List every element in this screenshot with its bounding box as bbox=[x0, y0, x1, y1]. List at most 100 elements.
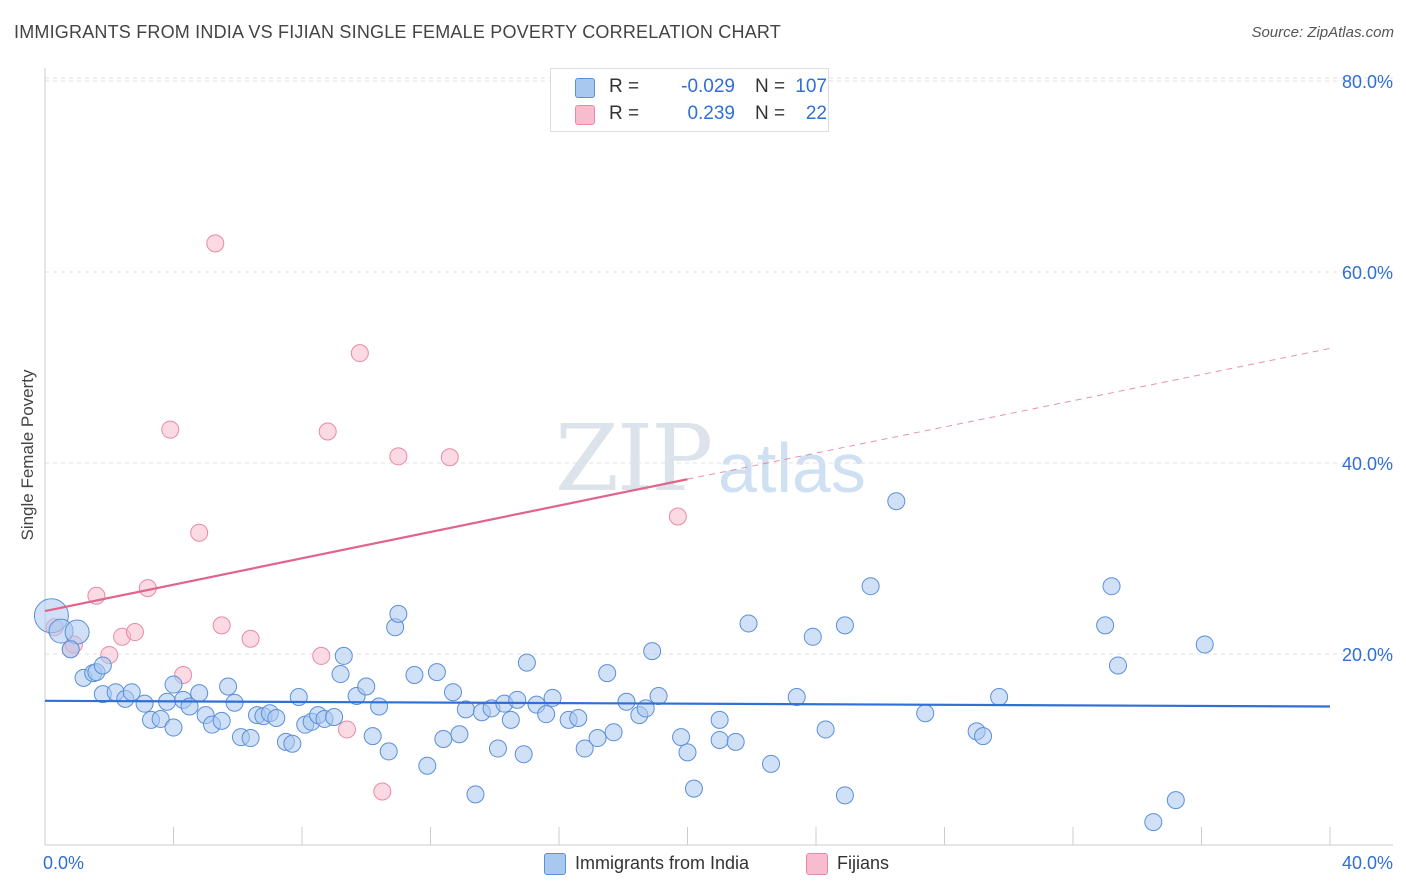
india-point bbox=[643, 642, 662, 661]
india-point bbox=[1195, 635, 1214, 654]
fijian-point bbox=[190, 523, 209, 542]
india-point bbox=[835, 786, 854, 805]
india-point bbox=[501, 710, 520, 729]
india-point bbox=[283, 734, 302, 753]
india-point bbox=[672, 728, 691, 747]
india-point bbox=[151, 709, 170, 728]
india-point bbox=[803, 627, 822, 646]
fijian-point bbox=[389, 447, 408, 466]
india-point bbox=[212, 711, 231, 730]
india-point bbox=[427, 663, 446, 682]
legend-label-india: Immigrants from India bbox=[575, 853, 750, 873]
india-point bbox=[514, 745, 533, 764]
y-axis-label: Single Female Poverty bbox=[18, 369, 37, 541]
india-point bbox=[537, 705, 556, 724]
chart-title: IMMIGRANTS FROM INDIA VS FIJIAN SINGLE F… bbox=[14, 22, 781, 42]
india-point bbox=[450, 725, 469, 744]
india-point bbox=[710, 710, 729, 729]
y-tick-label: 60.0% bbox=[1342, 263, 1393, 283]
fijian-point bbox=[125, 623, 144, 642]
india-point bbox=[331, 665, 350, 684]
india-point bbox=[64, 619, 90, 645]
india-point bbox=[267, 708, 286, 727]
india-point bbox=[517, 653, 536, 672]
fijian-point bbox=[206, 234, 225, 253]
legend-r-label: R = bbox=[609, 76, 640, 97]
fijian-point bbox=[241, 629, 260, 648]
trend-lines bbox=[44, 347, 1331, 708]
india-point bbox=[684, 779, 703, 798]
india-point bbox=[405, 666, 424, 685]
india-point bbox=[678, 743, 697, 762]
fijian-point bbox=[312, 646, 331, 665]
legend-n-value: 22 bbox=[805, 103, 827, 124]
india-point bbox=[325, 708, 344, 727]
correlation-legend: R = -0.029 N = 107 R = 0.239 N = 22 bbox=[550, 68, 829, 132]
india-point bbox=[835, 616, 854, 635]
fijian-point bbox=[337, 720, 356, 739]
india-point bbox=[61, 640, 80, 659]
tick-labels: 20.0% 40.0% 60.0% 80.0% 0.0% 40.0% bbox=[43, 72, 1393, 873]
source-label: Source: ZipAtlas.com bbox=[1251, 24, 1394, 41]
india-point bbox=[887, 492, 906, 511]
india-point bbox=[357, 677, 376, 696]
fijian-point bbox=[212, 616, 231, 635]
india-point bbox=[219, 677, 238, 696]
legend-n-label: N = bbox=[755, 76, 786, 97]
legend-swatch-fijians bbox=[575, 105, 595, 125]
legend-r-value: 0.239 bbox=[687, 103, 735, 124]
india-point bbox=[164, 675, 183, 694]
fijian-point bbox=[350, 344, 369, 363]
india-point bbox=[974, 727, 993, 746]
india-point bbox=[861, 577, 880, 596]
legend-n-label: N = bbox=[755, 103, 786, 124]
india-point bbox=[434, 729, 453, 748]
india-point bbox=[762, 754, 781, 773]
india-point bbox=[135, 694, 154, 713]
india-point bbox=[1102, 577, 1121, 596]
y-tick-label: 40.0% bbox=[1342, 454, 1393, 474]
legend-swatch-fijians bbox=[806, 853, 828, 875]
india-point bbox=[363, 727, 382, 746]
india-point bbox=[1166, 791, 1185, 810]
india-point bbox=[816, 720, 835, 739]
legend-r-label: R = bbox=[609, 103, 640, 124]
india-point bbox=[649, 687, 668, 706]
india-point bbox=[334, 646, 353, 665]
x-tick-label: 0.0% bbox=[43, 853, 84, 873]
india-point bbox=[726, 732, 745, 751]
india-point bbox=[916, 704, 935, 723]
grid-lines bbox=[45, 77, 1393, 655]
india-point bbox=[1108, 656, 1127, 675]
india-point bbox=[488, 739, 507, 758]
fijian-trend-extension bbox=[687, 347, 1331, 480]
india-point bbox=[190, 684, 209, 703]
india-point bbox=[370, 697, 389, 716]
india-point bbox=[379, 742, 398, 761]
india-point bbox=[443, 683, 462, 702]
fijian-point bbox=[318, 422, 337, 441]
watermark-zip: ZIP bbox=[555, 405, 713, 512]
india-point bbox=[710, 730, 729, 749]
x-tick-label: 40.0% bbox=[1342, 853, 1393, 873]
india-point bbox=[575, 739, 594, 758]
y-tick-label: 20.0% bbox=[1342, 645, 1393, 665]
india-point bbox=[164, 718, 183, 737]
india-point bbox=[588, 729, 607, 748]
legend-swatch-india bbox=[575, 78, 595, 98]
india-point bbox=[466, 785, 485, 804]
india-point bbox=[418, 756, 437, 775]
fijian-trend-line bbox=[44, 478, 688, 613]
legend-swatch-india bbox=[544, 853, 566, 875]
data-points bbox=[33, 234, 1214, 832]
india-point bbox=[1096, 616, 1115, 635]
series-legend: Immigrants from India Fijians bbox=[0, 852, 1406, 878]
india-point bbox=[93, 656, 112, 675]
y-tick-label: 80.0% bbox=[1342, 72, 1393, 92]
axes bbox=[44, 68, 1393, 846]
legend-label-fijians: Fijians bbox=[837, 853, 890, 873]
india-point bbox=[739, 614, 758, 633]
india-point bbox=[604, 723, 623, 742]
india-point bbox=[1144, 813, 1163, 832]
